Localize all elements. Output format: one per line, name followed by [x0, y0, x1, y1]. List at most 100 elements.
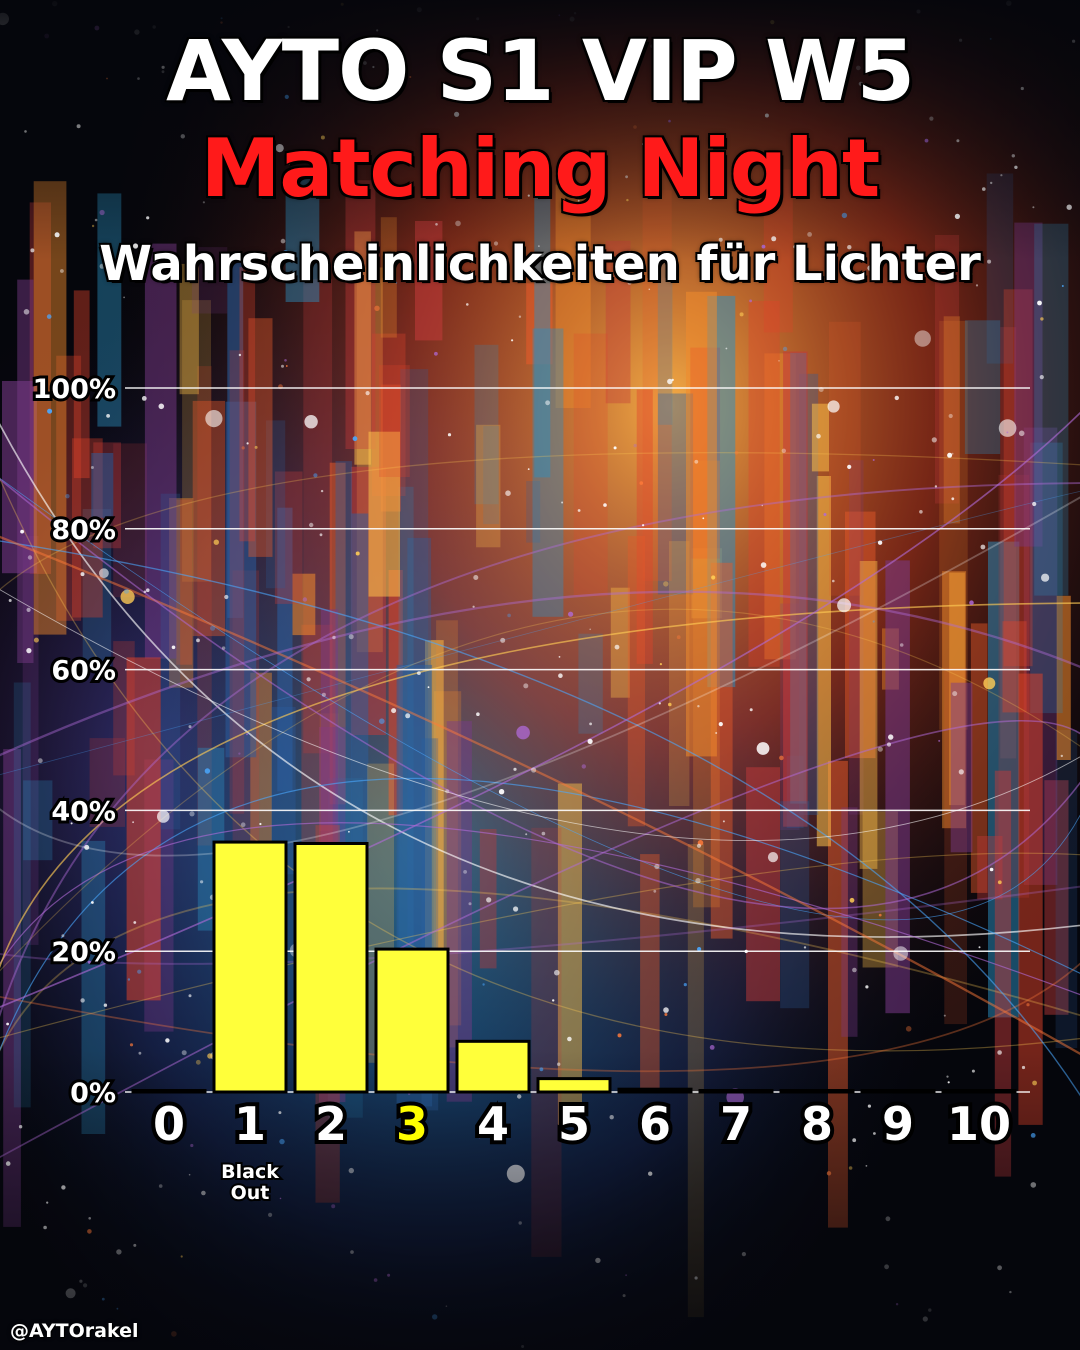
bg-sparkle: [238, 353, 242, 357]
bg-column: [144, 243, 177, 659]
bg-sparkle: [828, 800, 830, 802]
bg-sparkle: [614, 644, 620, 650]
y-tick-label: 80%: [51, 515, 116, 546]
bg-sparkle: [749, 299, 752, 303]
bg-column: [636, 389, 653, 664]
bg-sparkle: [852, 967, 857, 973]
bg-sparkle: [577, 509, 581, 512]
bg-sparkle: [980, 544, 986, 550]
bg-light-streak: [0, 540, 1080, 1097]
bar-0: [131, 1089, 207, 1094]
bg-sparkle: [943, 1014, 946, 1017]
bg-sparkle: [188, 725, 192, 729]
bg-sparkle: [210, 625, 216, 631]
bg-sparkle: [668, 702, 672, 707]
bg-sparkle: [709, 1045, 715, 1050]
bg-column: [225, 401, 257, 758]
bg-sparkle: [171, 645, 176, 650]
bg-sparkle: [722, 820, 725, 823]
bg-column: [829, 321, 861, 596]
bg-light-streak: [0, 478, 1080, 910]
bg-sparkle: [365, 391, 370, 396]
bg-column: [329, 462, 346, 805]
bg-sparkle: [60, 269, 64, 273]
bg-top-fade: [0, 0, 1080, 260]
bg-sparkle: [221, 646, 226, 650]
bg-sparkle: [823, 513, 827, 516]
bg-sparkle: [552, 999, 555, 1002]
bg-sparkle: [90, 466, 94, 469]
bg-sparkle: [482, 983, 485, 986]
bar-3: [374, 947, 450, 1094]
bg-sparkle: [696, 843, 702, 848]
bg-sparkle: [697, 705, 700, 708]
bg-sparkle: [676, 635, 681, 640]
y-tick-label: 0%: [70, 1078, 116, 1109]
bg-sparkle: [658, 702, 661, 705]
bg-sparkle: [893, 946, 908, 961]
bg-sparkle: [756, 742, 770, 755]
bg-sparkle: [246, 442, 249, 445]
bg-sparkle: [893, 260, 896, 263]
bg-column: [845, 511, 876, 759]
bg-sparkle: [240, 822, 246, 827]
bg-sparkle: [734, 450, 739, 455]
bg-sparkle: [1026, 1003, 1030, 1007]
x-tick-label: 9: [882, 1097, 914, 1151]
bg-sparkle: [767, 852, 779, 863]
bg-sparkle: [827, 400, 840, 413]
bg-column: [1056, 595, 1071, 760]
bg-sparkle: [702, 517, 705, 520]
x-tick-label: 8: [801, 1097, 833, 1151]
bg-sparkle: [938, 739, 941, 742]
bg-sparkle: [931, 437, 937, 443]
bg-sparkle: [899, 643, 904, 647]
bar-7: [698, 1089, 774, 1094]
bg-column: [964, 320, 1001, 454]
bg-sparkle: [1018, 430, 1025, 437]
bg-sparkle: [355, 551, 360, 556]
bg-column: [841, 807, 858, 1037]
bar-9: [860, 1089, 936, 1094]
x-tick-label: 3: [396, 1097, 428, 1151]
bg-sparkle: [513, 906, 519, 912]
bg-sparkle: [877, 746, 883, 752]
bg-column: [783, 351, 808, 827]
bg-column: [56, 355, 82, 621]
bg-column: [816, 476, 831, 847]
bg-sparkle: [531, 767, 537, 773]
bg-sparkle: [26, 648, 32, 654]
bg-sparkle: [914, 330, 931, 347]
bg-sparkle: [123, 588, 129, 594]
bg-sparkle: [782, 346, 788, 352]
bg-sparkle: [886, 742, 892, 747]
bg-sparkle: [379, 718, 385, 724]
bg-sparkle: [306, 677, 311, 682]
bg-sparkle: [146, 588, 150, 592]
bg-column: [239, 267, 256, 542]
y-tick-label: 20%: [51, 937, 116, 968]
bg-column: [526, 481, 541, 543]
annotation-black-out: Black: [221, 1161, 279, 1183]
bg-column: [859, 561, 878, 869]
bg-column: [274, 471, 303, 604]
bg-sparkle: [659, 663, 663, 666]
bg-sparkle: [589, 722, 592, 726]
bg-light-streak: [0, 822, 1080, 996]
bg-sparkle: [6, 1022, 9, 1026]
bg-bottom-fade: [0, 1050, 1080, 1350]
bar-2: [293, 841, 369, 1094]
bg-sparkle: [1037, 300, 1042, 306]
bg-sparkle: [498, 789, 505, 795]
bg-column: [780, 801, 810, 1009]
page-subtitle: Matching Night: [200, 122, 881, 215]
bg-sparkle: [663, 581, 669, 587]
bg-sparkle: [934, 485, 938, 488]
bg-sparkle: [87, 960, 91, 964]
bg-sparkle: [320, 489, 324, 493]
bg-sparkle: [427, 686, 430, 689]
bg-sparkle: [627, 281, 632, 285]
bg-column: [73, 290, 90, 479]
bg-light-streak: [0, 602, 1080, 969]
bg-sparkle: [761, 504, 764, 507]
